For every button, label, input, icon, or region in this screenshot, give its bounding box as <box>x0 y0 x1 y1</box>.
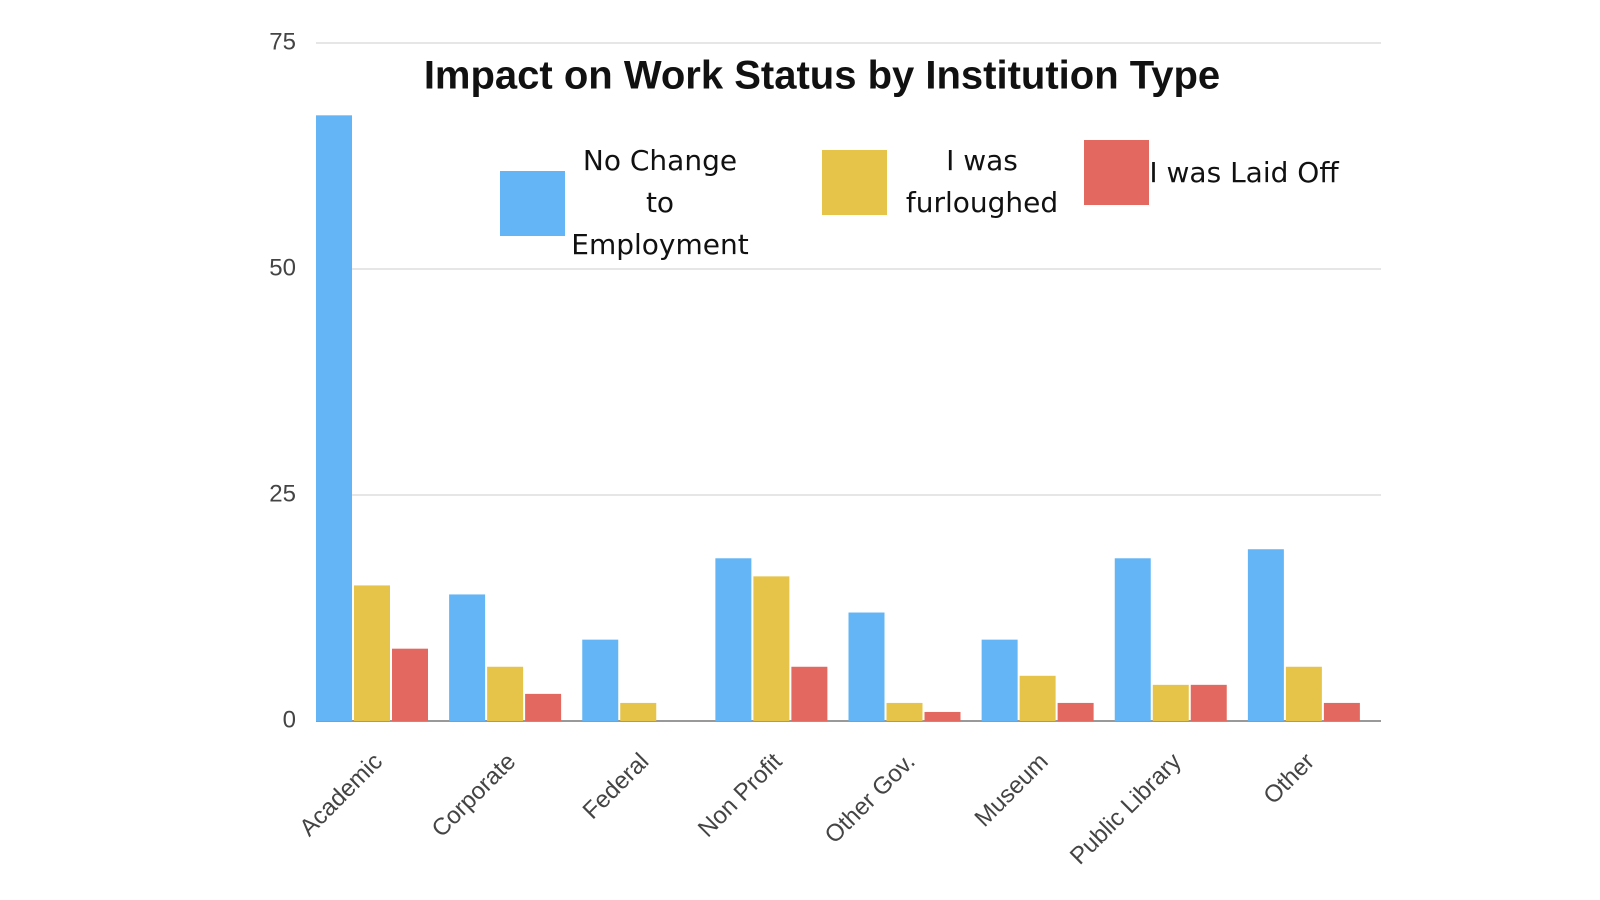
chart-title: Impact on Work Status by Institution Typ… <box>424 54 1220 98</box>
bar <box>1019 675 1056 721</box>
y-tick-label: 50 <box>269 254 296 281</box>
legend-swatch <box>500 170 565 236</box>
bar <box>1323 702 1360 721</box>
x-tick-label: Federal <box>578 748 655 825</box>
bar <box>316 115 352 721</box>
legend-item: I was furloughed <box>822 140 1077 224</box>
bar <box>449 594 486 721</box>
legend-item: No Change to Employment <box>500 140 755 266</box>
y-tick-label: 0 <box>283 706 296 733</box>
bar <box>1114 558 1151 721</box>
x-tick-label: Academic <box>294 748 388 842</box>
legend-swatch <box>822 149 887 215</box>
legend-label: No Change to Employment <box>571 144 749 261</box>
bar <box>1285 666 1322 721</box>
bar <box>791 666 828 721</box>
bar <box>487 666 524 721</box>
x-tick-label: Public Library <box>1065 748 1187 870</box>
x-tick-label: Corporate <box>427 748 522 843</box>
bar <box>392 648 428 721</box>
bar <box>525 693 562 721</box>
legend-label: I was Laid Off <box>1149 155 1339 189</box>
y-tick-label: 25 <box>269 480 296 507</box>
legend-swatch <box>1084 140 1149 205</box>
bar <box>582 639 619 721</box>
legend-item: I was Laid Off <box>1084 140 1339 205</box>
bar <box>886 702 923 721</box>
bar <box>924 711 961 721</box>
legend-label: I was furloughed <box>905 144 1059 219</box>
x-tick-label: Museum <box>969 748 1053 832</box>
bar <box>848 612 885 721</box>
bar <box>354 585 390 721</box>
y-tick-label: 75 <box>269 28 296 55</box>
bar <box>715 558 752 721</box>
bar <box>753 576 790 721</box>
bar <box>1247 549 1284 721</box>
x-tick-label: Non Profit <box>693 748 788 843</box>
x-tick-label: Other Gov. <box>820 748 921 849</box>
bar <box>981 639 1018 721</box>
bar <box>620 702 657 721</box>
bar <box>1152 684 1189 721</box>
bar <box>1190 684 1227 721</box>
bar <box>1057 702 1094 721</box>
x-tick-label: Other <box>1258 748 1320 810</box>
